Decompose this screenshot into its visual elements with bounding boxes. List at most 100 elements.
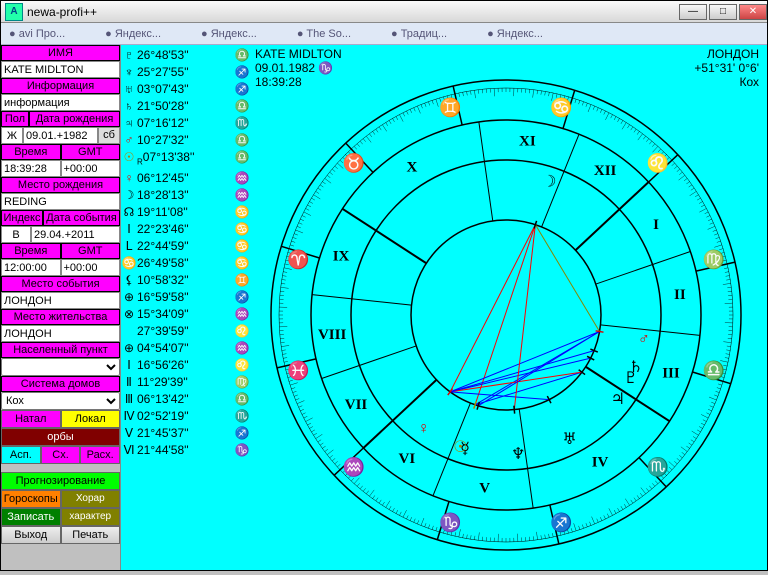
sh-button[interactable]: Сх.: [41, 446, 81, 464]
svg-text:☉: ☉: [453, 439, 467, 456]
bplace-input[interactable]: [1, 193, 120, 210]
position-row: ♅03°07'43''♐: [121, 81, 251, 98]
idx-header: Индекс: [1, 210, 43, 226]
position-row: ♃07°16'12''♏: [121, 115, 251, 132]
browser-tab[interactable]: ● Яндекс...: [105, 28, 161, 40]
character-button[interactable]: характер: [61, 508, 121, 526]
time-input[interactable]: [1, 160, 61, 177]
svg-text:♌: ♌: [647, 152, 669, 173]
svg-text:X: X: [407, 159, 418, 175]
positions-list: ♇26°48'53''♎♆25°27'55''♐♅03°07'43''♐♄21°…: [121, 45, 251, 570]
houses-select[interactable]: Кох: [1, 392, 120, 410]
sidebar: ИМЯ Информация ПолДата рождения сб Время…: [1, 45, 121, 570]
time-header: Время: [1, 144, 61, 160]
horoscopes-button[interactable]: Гороскопы: [1, 490, 61, 508]
position-row: ♀06°12'45''♒: [121, 170, 251, 187]
egmt-input[interactable]: [61, 259, 121, 276]
position-row: ♋26°49'58''♋: [121, 255, 251, 272]
svg-text:♑: ♑: [439, 512, 461, 533]
svg-text:♊: ♊: [439, 96, 461, 117]
svg-text:I: I: [653, 217, 659, 233]
svg-text:♉: ♉: [343, 152, 365, 173]
egmt-header: GMT: [61, 243, 121, 259]
position-row: Ⅳ02°52'19''♏: [121, 408, 251, 425]
position-row: ☊19°11'08''♋: [121, 204, 251, 221]
local-button[interactable]: Локал: [61, 410, 121, 428]
chart-header-right: ЛОНДОН +51°31' 0°6' Кох: [694, 47, 759, 89]
browser-tab[interactable]: ● Яндекс...: [487, 28, 543, 40]
orbs-button[interactable]: орбы: [1, 428, 120, 446]
town-select[interactable]: [1, 358, 120, 376]
minimize-button[interactable]: —: [679, 4, 707, 20]
etime-input[interactable]: [1, 259, 61, 276]
gmt-input[interactable]: [61, 160, 121, 177]
etime-header: Время: [1, 243, 61, 259]
edate-input[interactable]: [31, 226, 120, 243]
idx-input[interactable]: [1, 226, 31, 243]
houses-header: Система домов: [1, 376, 120, 392]
position-row: ⊕16°59'58''♐: [121, 289, 251, 306]
name-input[interactable]: [1, 61, 120, 78]
position-row: Ⅵ21°44'58''♑: [121, 442, 251, 459]
svg-text:III: III: [662, 365, 680, 381]
info-header: Информация: [1, 78, 120, 94]
position-row: ☉R07°13'38''♎: [121, 149, 251, 170]
eplace-header: Место события: [1, 276, 120, 292]
svg-text:♅: ♅: [562, 431, 576, 448]
browser-tabs: ● avi Про... ● Яндекс... ● Яндекс... ● The …: [1, 23, 767, 45]
horar-button[interactable]: Хорар: [61, 490, 121, 508]
svg-text:♈: ♈: [287, 248, 309, 269]
position-row: Ⅲ06°13'42''♎: [121, 391, 251, 408]
browser-tab[interactable]: ● Яндекс...: [201, 28, 257, 40]
eplace-input[interactable]: [1, 292, 120, 309]
chart-header-left: KATE MIDLTON 09.01.1982 ♑ 18:39:28: [255, 47, 342, 89]
browser-tab[interactable]: ● avi Про...: [9, 28, 65, 40]
rash-button[interactable]: Расх.: [80, 446, 120, 464]
position-row: ♄21°50'28''♎: [121, 98, 251, 115]
position-row: Ⅴ21°45'37''♐: [121, 425, 251, 442]
info-input[interactable]: [1, 94, 120, 111]
position-row: Ⅰ22°23'46''♋: [121, 221, 251, 238]
browser-tab[interactable]: ● The So...: [297, 28, 351, 40]
town-header: Населенный пункт: [1, 342, 120, 358]
svg-text:VII: VII: [345, 397, 368, 413]
name-header: ИМЯ: [1, 45, 120, 61]
svg-text:☽: ☽: [542, 173, 556, 190]
bplace-header: Место рождения: [1, 177, 120, 193]
svg-text:IX: IX: [333, 249, 350, 265]
maximize-button[interactable]: □: [709, 4, 737, 20]
svg-text:VI: VI: [399, 451, 416, 467]
svg-text:XI: XI: [519, 133, 536, 149]
sex-input[interactable]: [1, 127, 23, 144]
save-button[interactable]: Записать: [1, 508, 61, 526]
home-header: Место жительства: [1, 309, 120, 325]
bdate-header: Дата рождения: [29, 111, 120, 127]
svg-text:♐: ♐: [550, 512, 572, 533]
sex-header: Пол: [1, 111, 29, 127]
svg-text:♎: ♎: [702, 360, 724, 381]
prognosis-button[interactable]: Прогнозирование: [1, 472, 120, 490]
svg-text:♒: ♒: [343, 456, 365, 477]
home-input[interactable]: [1, 325, 120, 342]
svg-text:♍: ♍: [702, 248, 724, 269]
asp-button[interactable]: Асп.: [1, 446, 41, 464]
svg-text:♆: ♆: [511, 446, 525, 463]
edate-header: Дата события: [43, 210, 120, 226]
position-row: 27°39'59''♌: [121, 323, 251, 340]
print-button[interactable]: Печать: [61, 526, 121, 544]
position-row: Ⅰ16°56'26''♌: [121, 357, 251, 374]
svg-text:IV: IV: [592, 455, 609, 471]
position-row: ♆25°27'55''♐: [121, 64, 251, 81]
natal-button[interactable]: Натал: [1, 410, 61, 428]
svg-text:V: V: [479, 481, 490, 497]
bdate-input[interactable]: [23, 127, 98, 144]
svg-text:♃: ♃: [611, 391, 625, 408]
app-icon: A: [5, 3, 23, 21]
svg-text:♂: ♂: [638, 331, 650, 348]
position-row: ⊕04°54'07''♒: [121, 340, 251, 357]
browser-tab[interactable]: ● Традиц...: [391, 28, 447, 40]
exit-button[interactable]: Выход: [1, 526, 61, 544]
close-button[interactable]: ✕: [739, 4, 767, 20]
position-row: ⊗15°34'09''♒: [121, 306, 251, 323]
position-row: ⚸10°58'32''♊: [121, 272, 251, 289]
